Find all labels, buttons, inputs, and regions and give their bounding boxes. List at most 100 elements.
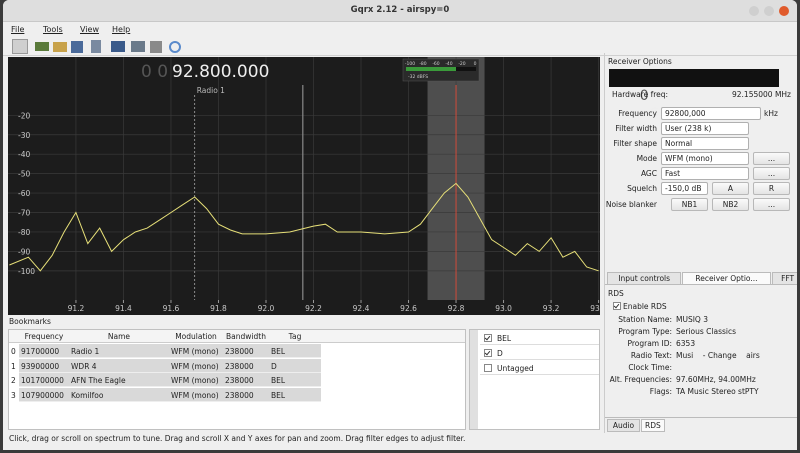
fullscreen-button[interactable] bbox=[169, 41, 181, 53]
menu-item[interactable]: View bbox=[80, 25, 99, 34]
button[interactable]: NB1 bbox=[671, 198, 708, 211]
bookmarks-panel: Bookmarks Frequency Name Modulation Bandwid… bbox=[3, 315, 601, 433]
table-cell: BEL bbox=[271, 376, 286, 385]
table-cell: WFM (mono) bbox=[171, 361, 219, 371]
table-cell: BEL bbox=[271, 390, 286, 400]
hw-freq-value: 92.155000 MHz bbox=[732, 90, 791, 99]
rds-value: Musi - Change airs bbox=[676, 351, 760, 360]
maximize-button[interactable] bbox=[764, 6, 774, 16]
column-header[interactable]: Name bbox=[107, 332, 131, 341]
spectrum[interactable]: -20 -30 -40 -50 -60 -70 -80 -90 -100 91.2 91.4 91.6… bbox=[8, 57, 600, 315]
tag-row[interactable] bbox=[480, 346, 599, 360]
frequency-display: 0 0 92.800.000 bbox=[141, 62, 269, 82]
button[interactable]: ... bbox=[753, 167, 790, 180]
checkbox[interactable] bbox=[484, 364, 492, 372]
menu-item[interactable]: Help bbox=[112, 25, 131, 34]
table-cell: WDR 4 bbox=[71, 361, 97, 371]
rds-label: Station Name: bbox=[618, 315, 672, 324]
button[interactable]: R bbox=[753, 182, 790, 195]
rds-value: TA Music Stereo stPTY bbox=[676, 387, 759, 396]
table-row[interactable] bbox=[19, 358, 321, 373]
table-row[interactable] bbox=[19, 373, 321, 387]
column-header[interactable]: Modulation bbox=[175, 332, 217, 341]
panel-title: RDS bbox=[608, 289, 624, 298]
meter-label: -100 bbox=[405, 61, 415, 67]
tab[interactable]: Audio bbox=[607, 419, 640, 432]
table-cell: WFM (mono) bbox=[171, 376, 219, 385]
checkbox[interactable] bbox=[613, 302, 621, 310]
button[interactable]: A bbox=[712, 182, 749, 195]
open-button[interactable] bbox=[53, 42, 67, 52]
input-field[interactable]: Normal bbox=[661, 137, 749, 150]
x-tick-label: 92.4 bbox=[353, 304, 370, 313]
menu-item[interactable]: File bbox=[11, 25, 25, 34]
window: Gqrx 2.12 - airspy=0 File Tools View Help -… bbox=[3, 0, 797, 450]
input-field[interactable]: Fast bbox=[661, 167, 749, 180]
table-cell: 238000 bbox=[225, 390, 254, 400]
hw-freq-label: Hardware freq: bbox=[612, 90, 669, 99]
config-button[interactable] bbox=[91, 40, 101, 53]
rds-enable-label[interactable]: Enable RDS bbox=[623, 302, 667, 311]
remote-button[interactable] bbox=[131, 41, 145, 52]
y-tick-label: -60 bbox=[18, 189, 30, 198]
x-tick-label: 91.8 bbox=[210, 304, 227, 313]
tag-scroll bbox=[470, 330, 478, 429]
start-button[interactable] bbox=[12, 39, 28, 54]
input-field[interactable]: -150,0 dB bbox=[661, 182, 708, 195]
tag-row[interactable] bbox=[480, 361, 599, 375]
spectrum-trace bbox=[9, 182, 599, 272]
button[interactable]: ... bbox=[753, 198, 790, 211]
rds-label: Clock Time: bbox=[628, 363, 672, 372]
input-field[interactable]: 92800,000 bbox=[661, 107, 761, 120]
device-button[interactable] bbox=[35, 42, 49, 51]
input-field[interactable]: User (238 k) bbox=[661, 122, 749, 135]
close-button[interactable] bbox=[779, 6, 789, 16]
row-index: 2 bbox=[11, 376, 16, 385]
tab[interactable]: Receiver Optio... bbox=[682, 272, 771, 285]
table-row[interactable] bbox=[19, 387, 321, 402]
tab[interactable]: RDS bbox=[641, 419, 665, 432]
column-header[interactable]: Frequency bbox=[24, 332, 64, 341]
tag-row[interactable] bbox=[480, 331, 599, 345]
button[interactable]: NB2 bbox=[712, 198, 749, 211]
column-header[interactable]: Bandwidth bbox=[226, 332, 266, 341]
row-index: 3 bbox=[11, 390, 16, 400]
status-bar: Click, drag or scroll on spectrum to tun… bbox=[9, 434, 466, 443]
rds-label: Program ID: bbox=[627, 339, 672, 348]
rds-value: MUSIQ 3 bbox=[676, 315, 708, 324]
column-header[interactable]: Tag bbox=[288, 332, 302, 341]
rds-tabs: Audio RDS bbox=[605, 417, 797, 432]
table-cell: AFN The Eagle bbox=[71, 376, 126, 385]
menu-item[interactable]: Tools bbox=[43, 25, 63, 34]
checkbox[interactable] bbox=[484, 334, 492, 342]
save-button[interactable] bbox=[71, 41, 83, 53]
table-cell: 93900000 bbox=[21, 361, 60, 371]
field-label: Filter width bbox=[615, 124, 657, 133]
tab[interactable]: Input controls bbox=[607, 272, 682, 285]
field-label: Squelch bbox=[627, 184, 657, 193]
button[interactable]: ... bbox=[753, 152, 790, 165]
input-field[interactable]: WFM (mono) bbox=[661, 152, 749, 165]
tab[interactable]: FFT Settings bbox=[771, 272, 797, 285]
y-tick-label: -40 bbox=[18, 150, 30, 159]
meter-label: -20 bbox=[458, 61, 465, 67]
y-tick-label: -100 bbox=[18, 267, 35, 276]
check-mark bbox=[613, 302, 620, 309]
toolbar bbox=[3, 37, 797, 56]
bookmark-table: Frequency Name Modulation Bandwidth Tag 0 9170… bbox=[8, 329, 466, 430]
table-cell: 238000 bbox=[225, 361, 254, 371]
tools-button[interactable] bbox=[150, 41, 162, 53]
frequency-display[interactable]: 0 645.000 kHz bbox=[609, 69, 779, 139]
row-index: 1 bbox=[11, 361, 16, 371]
rds-checkbox[interactable] bbox=[613, 302, 621, 310]
checkbox[interactable] bbox=[484, 349, 492, 357]
table-header bbox=[9, 330, 465, 343]
frequency-digits-dim: 0 0 bbox=[141, 62, 168, 82]
y-tick-label: -90 bbox=[18, 247, 30, 256]
minimize-button[interactable] bbox=[749, 6, 759, 16]
table-cell: 107900000 bbox=[21, 390, 64, 400]
table-row[interactable] bbox=[19, 344, 321, 358]
x-tick-label: 92.8 bbox=[448, 304, 465, 313]
iq-button[interactable] bbox=[111, 41, 125, 52]
